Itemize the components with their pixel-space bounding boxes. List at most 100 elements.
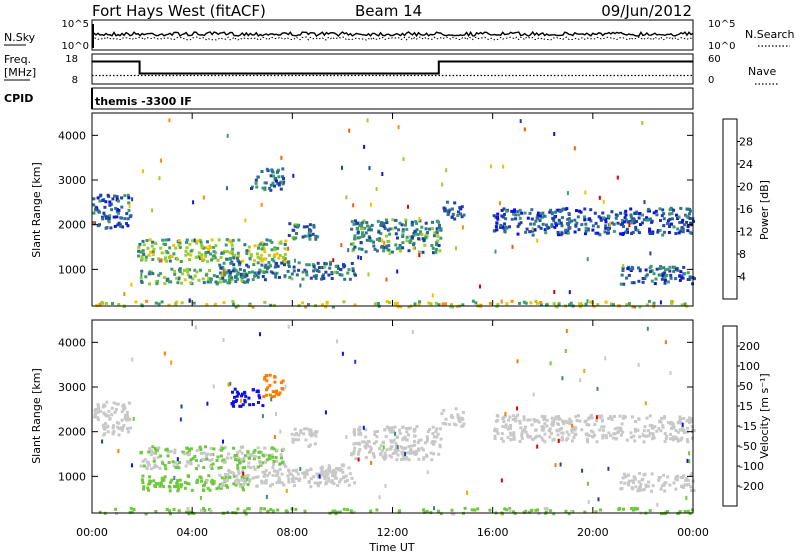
x-tick-label: 12:00: [377, 526, 409, 539]
scatter-cell: [227, 274, 231, 278]
scatter-cell: [353, 303, 357, 307]
scatter-cell: [116, 223, 120, 227]
scatter-cell: [493, 429, 496, 432]
scatter-cell: [625, 276, 629, 280]
scatter-cell: [561, 419, 565, 423]
scatter-cell: [401, 241, 405, 245]
scatter-cell: [410, 235, 414, 239]
scatter-cell: [247, 507, 251, 511]
scatter-cell: [291, 480, 295, 483]
scatter-cell: [534, 428, 538, 432]
scatter-cell: [126, 427, 129, 431]
scatter-cell: [323, 475, 326, 479]
scatter-cell: [674, 477, 678, 481]
scatter-cell: [122, 424, 126, 427]
scatter-cell: [237, 254, 241, 258]
scatter-cell: [270, 397, 273, 402]
scatter-cell: [551, 438, 555, 442]
scatter-cell: [208, 488, 212, 492]
scatter-cell: [687, 483, 691, 486]
scatter-cell: [433, 440, 437, 444]
scatter-cell: [514, 416, 518, 420]
scatter-cell: [585, 437, 589, 441]
scatter-cell: [623, 415, 627, 419]
scatter-cell: [201, 458, 205, 462]
scatter-cell: [206, 486, 210, 490]
scatter-cell: [364, 231, 368, 235]
scatter-cell: [682, 417, 686, 420]
colorbar-tick-label: 24: [739, 158, 753, 171]
scatter-cell: [385, 244, 389, 248]
scatter-cell: [110, 406, 114, 410]
scatter-cell: [509, 424, 512, 427]
scatter-cell: [535, 301, 539, 305]
scatter-cell: [555, 223, 558, 227]
scatter-cell: [684, 213, 688, 217]
scatter-cell: [244, 218, 247, 223]
scatter-cell: [271, 465, 275, 469]
scatter-cell: [330, 481, 334, 484]
scatter-cell: [672, 481, 676, 485]
scatter-cell: [245, 252, 249, 255]
scatter-cell: [330, 479, 334, 483]
scatter-cell: [584, 302, 588, 306]
scatter-cell: [274, 272, 278, 276]
scatter-cell: [209, 464, 213, 468]
scatter-cell: [160, 258, 163, 263]
scatter-cell: [415, 221, 419, 225]
scatter-cell: [646, 326, 649, 331]
scatter-cell: [668, 223, 671, 227]
scatter-cell: [167, 280, 171, 284]
scatter-cell: [437, 244, 441, 247]
scatter-cell: [177, 466, 181, 470]
scatter-cell: [422, 238, 426, 242]
scatter-cell: [286, 269, 290, 273]
scatter-cell: [690, 508, 694, 512]
scatter-cell: [636, 228, 640, 232]
scatter-cell: [650, 279, 654, 283]
scatter-cell: [235, 390, 239, 394]
scatter-cell: [418, 253, 421, 258]
scatter-cell: [689, 221, 693, 225]
scatter-cell: [139, 451, 143, 455]
scatter-cell: [131, 357, 134, 362]
scatter-cell: [185, 510, 188, 514]
scatter-cell: [541, 222, 545, 226]
scatter-cell: [148, 282, 151, 286]
scatter-cell: [222, 439, 224, 444]
scatter-cell: [98, 302, 102, 306]
scatter-cell: [537, 420, 541, 424]
scatter-cell: [139, 276, 143, 280]
scatter-cell: [235, 474, 239, 478]
scatter-cell: [565, 329, 568, 333]
scatter-cell: [339, 268, 343, 271]
scatter-cell: [631, 415, 634, 419]
scatter-cell: [538, 218, 542, 222]
scatter-cell: [170, 360, 173, 365]
scatter-cell: [602, 425, 606, 429]
scatter-cell: [196, 239, 200, 243]
scatter-cell: [685, 476, 689, 480]
scatter-cell: [191, 239, 194, 243]
scatter-cell: [352, 203, 355, 208]
scatter-cell: [409, 451, 412, 455]
scatter-cell: [416, 441, 420, 445]
scatter-cell: [270, 446, 274, 450]
scatter-cell: [240, 470, 244, 473]
scatter-cell: [248, 466, 252, 470]
scatter-cell: [490, 164, 492, 169]
scatter-cell: [624, 475, 628, 479]
scatter-cell: [207, 277, 211, 280]
scatter-cell: [479, 284, 481, 289]
scatter-cell: [343, 264, 347, 268]
scatter-cell: [96, 196, 100, 200]
scatter-cell: [508, 225, 511, 229]
scatter-cell: [202, 195, 205, 200]
scatter-cell: [216, 455, 220, 459]
scatter-cell: [501, 512, 504, 516]
scatter-cell: [368, 225, 372, 229]
scatter-cell: [432, 452, 436, 456]
scatter-cell: [610, 418, 614, 421]
scatter-cell: [280, 261, 284, 265]
scatter-cell: [280, 155, 283, 160]
